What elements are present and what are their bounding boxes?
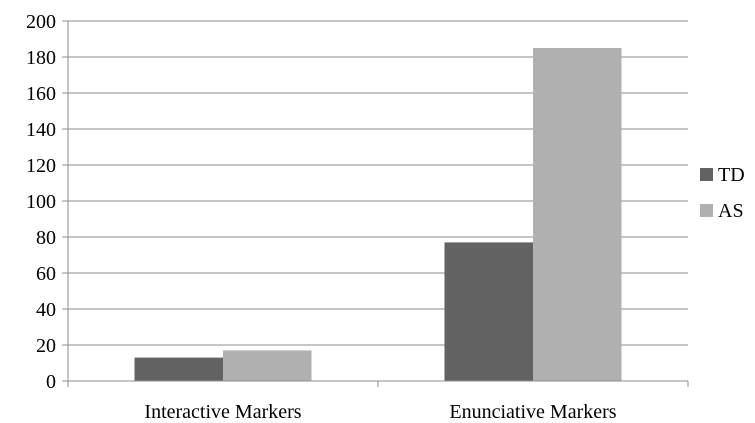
bar-td-0: [134, 358, 223, 381]
y-tick-label: 200: [26, 11, 56, 33]
y-tick-label: 40: [36, 299, 56, 321]
y-axis-tick-labels: 0 20 40 60 80 100 120 140 160 180 200: [26, 11, 56, 393]
y-tick-label: 60: [36, 263, 56, 285]
x-category-label: Interactive Markers: [144, 401, 301, 423]
bar-as-0: [223, 350, 312, 381]
bar-td-1: [444, 242, 533, 381]
bar-as-1: [533, 48, 622, 381]
legend-label-td: TD: [718, 164, 745, 186]
y-tick-label: 140: [26, 119, 56, 141]
legend: TD AS: [700, 164, 745, 222]
legend-label-as: AS: [718, 200, 744, 222]
legend-swatch-as: [700, 204, 713, 217]
legend-swatch-td: [700, 168, 713, 181]
y-tick-label: 100: [26, 191, 56, 213]
x-axis-category-labels: Interactive Markers Enunciative Markers: [144, 401, 616, 423]
y-tick-label: 80: [36, 227, 56, 249]
y-tick-label: 180: [26, 47, 56, 69]
y-tick-label: 0: [46, 371, 56, 393]
y-tick-label: 20: [36, 335, 56, 357]
y-tick-label: 120: [26, 155, 56, 177]
x-category-label: Enunciative Markers: [449, 401, 616, 423]
bars: [134, 48, 621, 381]
y-tick-label: 160: [26, 83, 56, 105]
